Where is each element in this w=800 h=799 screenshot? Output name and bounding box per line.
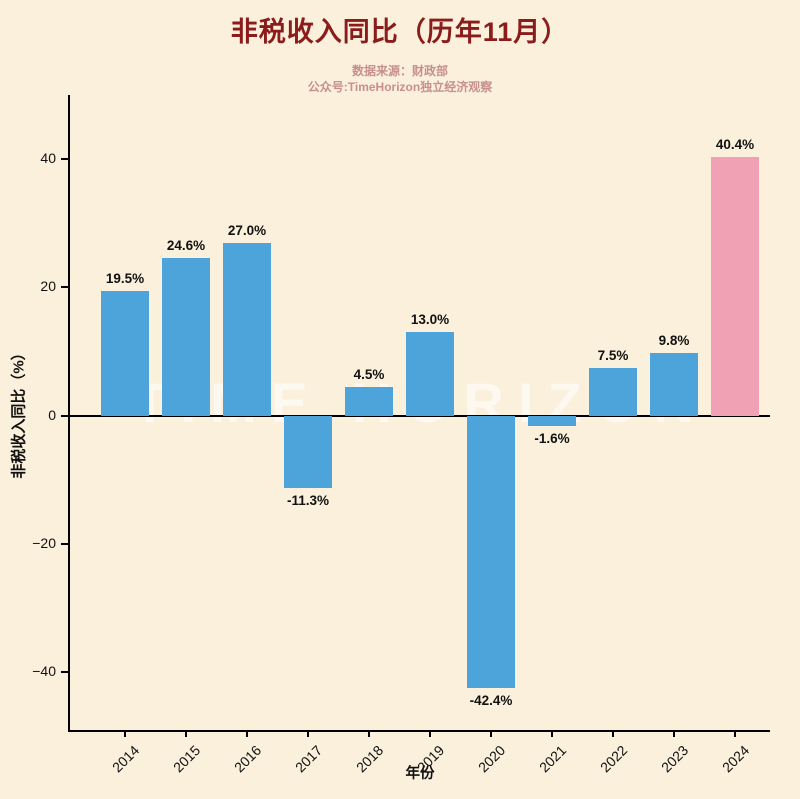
bar-2019: [406, 332, 454, 416]
y-tick-label: 0: [48, 406, 56, 423]
y-tick-label: 40: [40, 150, 56, 167]
bar-value-label: 4.5%: [353, 366, 385, 382]
bar-2021: [528, 415, 576, 426]
bar-2018: [345, 386, 393, 416]
y-axis-spine: [68, 95, 70, 730]
bar-value-label: -1.6%: [534, 430, 570, 446]
y-tick-mark: [61, 671, 68, 674]
x-axis-spine: [68, 730, 770, 732]
y-tick-mark: [61, 286, 68, 289]
plot-area: TIME HORIZON −40−200204019.5%201424.6%20…: [32, 95, 770, 775]
bar-value-label: 40.4%: [715, 136, 755, 152]
x-axis-label: 年份: [405, 766, 435, 782]
bar-value-label: -42.4%: [469, 692, 513, 708]
bar-value-label: 24.6%: [166, 237, 206, 253]
bar-2017: [284, 415, 332, 489]
chart-subtitle-source: 数据来源：财政部: [351, 64, 448, 78]
bar-2015: [162, 257, 210, 416]
bar-value-label: 27.0%: [227, 222, 267, 238]
x-tick-mark: [673, 730, 675, 737]
y-tick-label: 20: [40, 278, 56, 295]
chart-title: 非税收入同比（历年11月）: [230, 17, 570, 47]
x-tick-mark: [185, 730, 187, 737]
x-tick-mark: [429, 730, 431, 737]
bar-2022: [589, 367, 637, 416]
x-tick-mark: [551, 730, 553, 737]
y-tick-label: −40: [32, 663, 56, 680]
bar-2020: [467, 415, 515, 688]
x-tick-mark: [368, 730, 370, 737]
bar-2024: [711, 156, 759, 416]
bar-2023: [650, 352, 698, 416]
y-tick-mark: [61, 414, 68, 417]
bar-value-label: 13.0%: [410, 312, 450, 328]
x-tick-mark: [734, 730, 736, 737]
x-tick-mark: [490, 730, 492, 737]
y-tick-label: −20: [32, 534, 56, 551]
x-tick-mark: [246, 730, 248, 737]
zero-baseline: [70, 414, 770, 417]
x-tick-mark: [124, 730, 126, 737]
bar-2014: [101, 290, 149, 416]
bar-value-label: -11.3%: [286, 493, 330, 509]
bar-2016: [223, 242, 271, 416]
y-tick-mark: [61, 158, 68, 161]
bar-value-label: 7.5%: [597, 347, 629, 363]
bar-value-label: 9.8%: [658, 332, 690, 348]
bar-value-label: 19.5%: [105, 270, 145, 286]
x-tick-mark: [307, 730, 309, 737]
x-tick-mark: [612, 730, 614, 737]
chart-subtitle-account: 公众号:TimeHorizon独立经济观察: [307, 80, 493, 94]
y-tick-mark: [61, 542, 68, 545]
